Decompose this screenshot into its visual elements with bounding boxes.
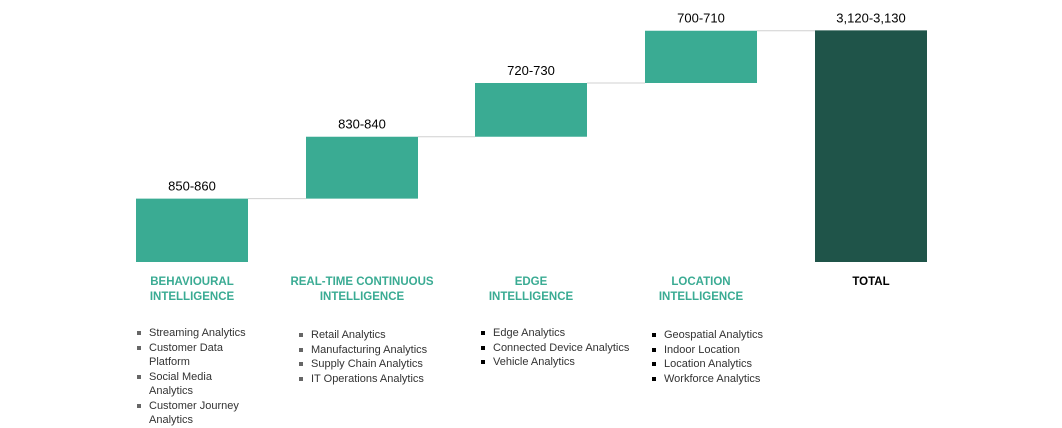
list-item: Geospatial Analytics — [652, 328, 812, 343]
list-item: Streaming Analytics — [137, 326, 257, 341]
category-label-3: LOCATION INTELLIGENCE — [621, 275, 781, 305]
value-label-2: 720-730 — [507, 63, 555, 78]
list-item: Indoor Location — [652, 343, 812, 358]
bar-4 — [815, 30, 927, 263]
list-item: Connected Device Analytics — [481, 341, 646, 356]
value-label-4: 3,120-3,130 — [836, 10, 905, 25]
category-label-2: EDGE INTELLIGENCE — [451, 275, 611, 305]
list-item: Vehicle Analytics — [481, 355, 646, 370]
category-label-line: INTELLIGENCE — [488, 291, 574, 303]
category-label-1: REAL-TIME CONTINUOUS INTELLIGENCE — [282, 275, 442, 305]
list-item: Customer Journey Analytics — [137, 399, 257, 428]
category-label-line: REAL-TIME CONTINUOUS — [290, 276, 434, 288]
category-label-line: TOTAL — [852, 276, 890, 288]
value-label-3: 700-710 — [677, 11, 725, 26]
bar-3 — [645, 30, 757, 83]
list-item: Location Analytics — [652, 357, 812, 372]
value-label-0: 850-860 — [168, 179, 216, 194]
category-label-line: INTELLIGENCE — [319, 291, 405, 303]
bar-0 — [136, 198, 248, 262]
list-item: Customer Data Platform — [137, 341, 257, 370]
category-label-4: TOTAL — [791, 275, 951, 290]
bar-2 — [475, 82, 587, 137]
category-label-line: LOCATION — [671, 276, 731, 288]
value-label-1: 830-840 — [338, 117, 386, 132]
list-item: Edge Analytics — [481, 326, 646, 341]
list-item: Workforce Analytics — [652, 372, 812, 387]
category-label-line: INTELLIGENCE — [149, 291, 235, 303]
sub-segment-list-2: Edge Analytics Connected Device Analytics… — [481, 326, 646, 370]
category-label-line: INTELLIGENCE — [658, 291, 744, 303]
category-label-line: EDGE — [514, 276, 548, 288]
list-item: Retail Analytics — [299, 328, 459, 343]
sub-segment-list-1: Retail Analytics Manufacturing Analytics S… — [299, 328, 459, 386]
sub-segment-list-3: Geospatial Analytics Indoor Location Locat… — [652, 328, 812, 386]
list-item: IT Operations Analytics — [299, 372, 459, 387]
category-label-line: BEHAVIOURAL — [150, 276, 234, 288]
sub-segment-list-0: Streaming Analytics Customer Data Platfor… — [137, 326, 257, 428]
category-label-0: BEHAVIOURAL INTELLIGENCE — [112, 275, 272, 305]
list-item: Social Media Analytics — [137, 370, 257, 399]
bar-1 — [306, 136, 418, 199]
list-item: Manufacturing Analytics — [299, 343, 459, 358]
list-item: Supply Chain Analytics — [299, 357, 459, 372]
